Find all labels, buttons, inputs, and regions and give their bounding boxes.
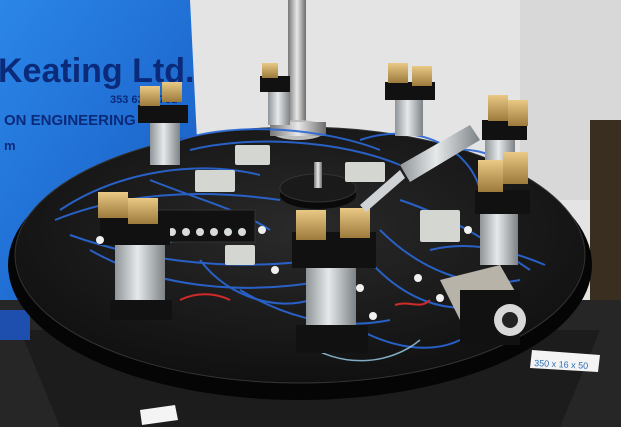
gripper-station-left: [98, 192, 172, 320]
gripper-station-top-right: [385, 63, 435, 136]
gripper-station-upper-left: [138, 82, 188, 165]
red-tubing: [179, 293, 431, 306]
center-hub: [279, 162, 357, 209]
size-label-text: 350 x 16 x 50: [534, 358, 588, 371]
tube-fittings: [96, 226, 472, 320]
gripper-station-top: [260, 63, 290, 125]
diagonal-cylinder: [360, 125, 480, 212]
valve-manifold: [154, 209, 256, 243]
banner-web: m: [4, 138, 16, 153]
bottom-tag: [140, 405, 178, 425]
banner-subtitle: ON ENGINEERING: [4, 112, 136, 129]
rotary-actuator: [440, 265, 526, 345]
gripper-station-front: [292, 208, 376, 353]
size-label-tag: 350 x 16 x 50: [530, 350, 600, 372]
valve-blocks: [195, 145, 460, 265]
gripper-station-right: [475, 152, 530, 265]
